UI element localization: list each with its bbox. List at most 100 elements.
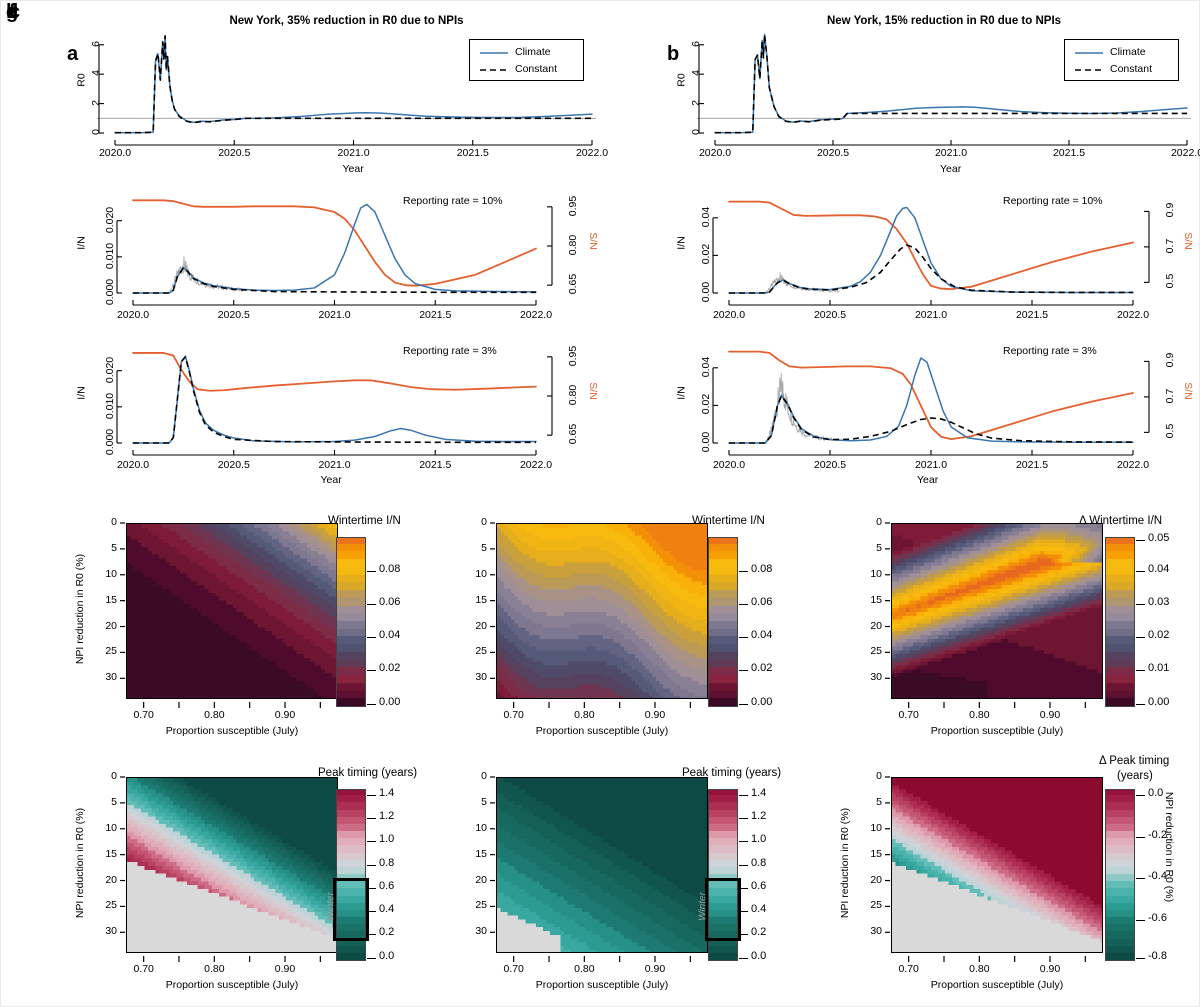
x-tick-label: 2022.0 — [519, 309, 553, 321]
y-tick-label: 15 — [870, 593, 882, 606]
y-tick-label: 25 — [105, 899, 117, 912]
y-tick-label-right: 0.7 — [1164, 238, 1176, 254]
colorbar-label: 0.06 — [379, 596, 401, 609]
y-tick-label-right: 0.5 — [1164, 424, 1176, 439]
colorbar-tick — [367, 703, 376, 705]
colorbar-label: 0.8 — [751, 856, 767, 869]
colorbar-tick — [367, 911, 376, 913]
colorbar-tick — [367, 571, 376, 572]
x-tick-label: 0.90 — [644, 963, 666, 975]
colorbar: Wintertime I/N 0.00 0.02 0.04 0.06 0.08 — [328, 515, 486, 727]
y-tick-label: 0 — [111, 516, 117, 528]
y-tick-label: 15 — [870, 847, 882, 860]
colorbar-label: 1.0 — [751, 833, 767, 846]
colorbar-label: -0.2 — [1148, 829, 1167, 842]
y-tick-label: 15 — [105, 593, 117, 606]
x-tick-label: 2021.5 — [419, 309, 452, 321]
colorbar-label: 0.08 — [751, 563, 773, 575]
y-tick-label-left: 0.020 — [104, 206, 116, 233]
x-axis-label: Proportion susceptible (July) — [930, 725, 1064, 737]
colorbar-label: 0.00 — [379, 695, 401, 708]
y-tick-label: 25 — [475, 899, 487, 912]
y-axis-label: R0 — [675, 73, 688, 87]
legend-item-constant: Constant — [515, 63, 558, 75]
colorbar: Δ Peak timing (years) 0.0 -0.2 -0.4 -0.6 -0.8 — [1099, 755, 1200, 981]
colorbar-label: 0.4 — [379, 903, 395, 916]
panel_a-plot — [73, 25, 598, 155]
y-axis — [426, 493, 496, 738]
contour-panel-h: 0 5 10 15 20 25 30 NPI reduction in R0 (%) 0.70 0… — [821, 747, 1200, 997]
colorbar-segment — [709, 790, 737, 796]
colorbar-label: 0.02 — [751, 662, 773, 675]
y-axis-label-left: I/N — [675, 386, 688, 400]
x-tick-label: 2021.0 — [318, 309, 351, 321]
x-tick-label: 2020.0 — [698, 147, 732, 159]
y-tick-label: 2 — [690, 99, 702, 106]
colorbar-label: 0.02 — [1148, 629, 1170, 642]
colorbar-label: 0.0 — [379, 949, 395, 962]
colorbar-title: Wintertime I/N — [692, 515, 765, 527]
colorbar-tick — [739, 795, 748, 797]
colorbar-segment — [337, 790, 365, 796]
y-tick-label: 5 — [111, 541, 117, 554]
y-tick-label-left: 0.02 — [700, 394, 712, 415]
colorbar-segment — [1106, 538, 1134, 544]
colorbar-label: 1.4 — [379, 787, 395, 800]
colorbar-title-line2: (years) — [1117, 770, 1153, 782]
colorbar-label: -0.4 — [1148, 870, 1167, 883]
y-tick-label: 10 — [475, 821, 487, 834]
x-tick-label: 2020.5 — [816, 147, 850, 159]
y-tick-label-left: 0.000 — [104, 428, 116, 456]
y-tick-label-right: 0.80 — [567, 384, 579, 406]
colorbar-label: 0.05 — [1148, 532, 1170, 545]
x-tick-label: 2020.5 — [813, 309, 847, 321]
x-tick-label: 0.90 — [274, 709, 296, 721]
colorbar-tick — [1136, 604, 1145, 606]
x-tick-label: 0.70 — [133, 963, 154, 975]
colorbar-title: Peak timing (years) — [682, 767, 782, 779]
colorbar-tick — [367, 818, 376, 820]
y-tick-label: 5 — [481, 541, 487, 554]
x-tick-label: 0.70 — [503, 963, 524, 975]
x-tick-label: 2020.5 — [813, 459, 847, 471]
y-tick-label: 20 — [870, 619, 882, 632]
y-tick-label: 5 — [481, 795, 487, 808]
y-tick-label-right: 0.80 — [567, 234, 579, 256]
colorbar-label: 0.0 — [1148, 787, 1164, 800]
y-tick-label: 10 — [105, 567, 117, 580]
y-tick-label: 0 — [481, 770, 487, 782]
panel_a_mid-plot — [73, 189, 598, 317]
x-axis-label: Proportion susceptible (July) — [930, 979, 1064, 991]
x-tick-label: 2021.0 — [934, 147, 968, 159]
y-tick-label: 20 — [105, 873, 117, 886]
y-tick-label: 5 — [876, 795, 882, 808]
y-tick-label: 0 — [90, 129, 102, 135]
panel-letter-g: g — [6, 1, 19, 23]
colorbar-tick — [367, 957, 376, 959]
colorbar: Peak timing (years) 0.0 0.2 0.4 0.6 0.8 1.0 1.2… — [682, 767, 858, 981]
x-tick-label: 2021.0 — [914, 459, 948, 471]
colorbar-label: 0.04 — [379, 629, 401, 642]
x-tick-label: 0.80 — [574, 709, 595, 721]
heatmap-field — [126, 523, 338, 699]
colorbar-tick — [367, 795, 376, 797]
colorbar-strip — [336, 537, 366, 707]
colorbar-segment — [1106, 790, 1134, 796]
x-tick-label: 2020.0 — [116, 309, 150, 321]
panel-h-right-axis-label: NPI reduction in R0 (%) — [1163, 791, 1175, 903]
reporting-rate-annotation: Reporting rate = 10% — [1003, 195, 1103, 207]
y-tick-label: 15 — [475, 593, 487, 606]
x-tick-label: 2022.0 — [519, 459, 553, 471]
colorbar: Wintertime I/N 0.00 0.02 0.04 0.06 0.08 — [692, 515, 858, 727]
y-tick-label: 6 — [690, 40, 702, 47]
x-tick-label: 0.70 — [898, 963, 919, 975]
x-axis — [821, 955, 1200, 974]
x-axis-label: Year — [917, 474, 939, 486]
panel_b_bot-plot — [673, 339, 1193, 467]
y-axis-label: NPI reduction in R0 (%) — [74, 553, 86, 665]
x-tick-label: 0.70 — [133, 709, 154, 721]
panel-letter-h: h — [6, 1, 19, 23]
y-tick-label-right: 0.5 — [1164, 274, 1176, 289]
x-tick-label: 2022.0 — [1170, 147, 1200, 159]
colorbar-tick — [1136, 919, 1145, 921]
